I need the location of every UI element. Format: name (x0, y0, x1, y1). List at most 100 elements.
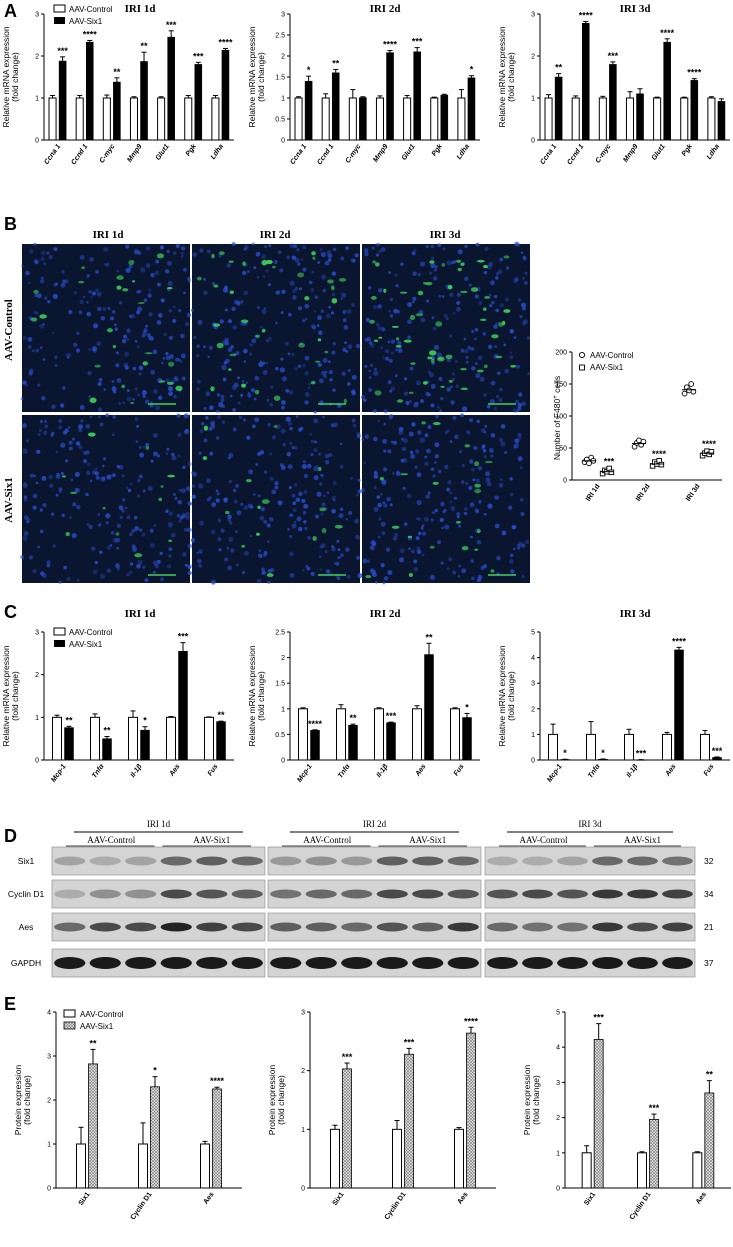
f480-signal (474, 488, 482, 494)
nucleus-dot (22, 535, 28, 541)
nucleus-dot (325, 569, 331, 574)
nucleus-dot (187, 461, 192, 467)
significance-label: *** (712, 746, 723, 756)
nucleus-dot (291, 493, 296, 498)
nucleus-dot (457, 249, 463, 255)
y-tick-label: 1 (35, 96, 39, 103)
nucleus-dot (241, 380, 245, 383)
nucleus-dot (123, 362, 129, 368)
f480-signal (483, 307, 487, 311)
nucleus-dot (39, 419, 44, 423)
nucleus-dot (452, 416, 457, 421)
nucleus-dot (228, 536, 234, 542)
nucleus-dot (289, 426, 293, 431)
nucleus-dot (434, 265, 438, 269)
f480-signal (409, 314, 416, 321)
nucleus-dot (344, 341, 347, 345)
nucleus-dot (398, 347, 403, 352)
nucleus-dot (231, 241, 236, 247)
nucleus-dot (248, 469, 254, 475)
micrograph (190, 241, 361, 414)
nucleus-dot (233, 499, 238, 504)
nucleus-dot (419, 261, 426, 267)
nucleus-dot (337, 577, 341, 581)
significance-label: ** (349, 713, 357, 723)
f480-signal (408, 391, 414, 394)
bar-six1 (64, 727, 74, 761)
significance-label: *** (57, 46, 68, 56)
nucleus-dot (125, 267, 131, 273)
nucleus-dot (165, 269, 170, 274)
nucleus-dot (352, 423, 357, 428)
nucleus-dot (83, 459, 88, 464)
nucleus-dot (426, 299, 430, 303)
microscopy-grid: IRI 1d IRI 2d IRI 3d AAV-Control AAV-Six… (3, 229, 531, 585)
f480-signal (39, 314, 47, 319)
nucleus-dot (76, 504, 81, 510)
nucleus-dot (183, 413, 189, 419)
f480-signal (298, 342, 306, 348)
bar-six1 (140, 729, 150, 761)
x-tick-label: IRI 2d (635, 483, 652, 503)
nucleus-dot (170, 532, 176, 538)
significance-label: ** (65, 715, 73, 725)
nucleus-dot (240, 502, 244, 507)
nucleus-dot (470, 559, 474, 563)
blot-band (592, 889, 623, 899)
nucleus-dot (277, 250, 282, 254)
nucleus-dot (509, 492, 514, 497)
x-tick-label: Mmp9 (372, 143, 389, 164)
nucleus-dot (166, 260, 172, 266)
y-axis-label: (fold change) (10, 52, 20, 102)
f480-signal (343, 398, 347, 404)
y-tick-label: 5 (556, 1010, 560, 1017)
nucleus-dot (340, 553, 344, 557)
nucleus-dot (374, 367, 378, 371)
nucleus-dot (289, 243, 295, 249)
chart-title: IRI 1d (125, 608, 156, 620)
nucleus-dot (382, 581, 386, 585)
nucleus-dot (133, 249, 140, 255)
y-axis-label: (fold change) (506, 671, 516, 721)
nucleus-dot (370, 540, 376, 546)
nucleus-dot (46, 560, 51, 565)
nucleus-dot (242, 270, 247, 276)
nucleus-dot (495, 276, 499, 280)
nucleus-dot (277, 500, 283, 506)
nucleus-dot (456, 306, 461, 312)
f480-signal (213, 284, 219, 288)
nucleus-dot (494, 523, 500, 529)
nucleus-dot (116, 567, 121, 571)
x-tick-label: IRI 3d (685, 483, 702, 503)
f480-signal (334, 524, 343, 529)
nucleus-dot (461, 480, 465, 484)
nucleus-dot (271, 489, 277, 495)
blot-band (196, 957, 228, 969)
f480-signal (94, 364, 101, 368)
bar-control (128, 716, 138, 761)
nucleus-dot (174, 496, 178, 500)
f480-signal (167, 361, 175, 367)
nucleus-dot (126, 328, 131, 333)
f480-signal (483, 265, 488, 269)
nucleus-dot (320, 512, 324, 516)
nucleus-dot (417, 531, 422, 536)
nucleus-dot (125, 244, 130, 249)
nucleus-dot (330, 423, 335, 428)
nucleus-dot (180, 353, 186, 359)
nucleus-dot (273, 260, 278, 264)
y-tick-label: 1 (47, 1142, 51, 1149)
nucleus-dot (74, 471, 80, 477)
nucleus-dot (317, 315, 323, 321)
nucleus-dot (456, 300, 461, 306)
nucleus-dot (304, 355, 310, 361)
nucleus-dot (243, 290, 249, 296)
nucleus-dot (387, 570, 393, 576)
nucleus-dot (243, 348, 248, 354)
f480-signal (391, 325, 399, 328)
nucleus-dot (450, 385, 453, 389)
nucleus-dot (46, 251, 50, 255)
nucleus-dot (186, 312, 192, 318)
bar-six1 (212, 1088, 222, 1189)
